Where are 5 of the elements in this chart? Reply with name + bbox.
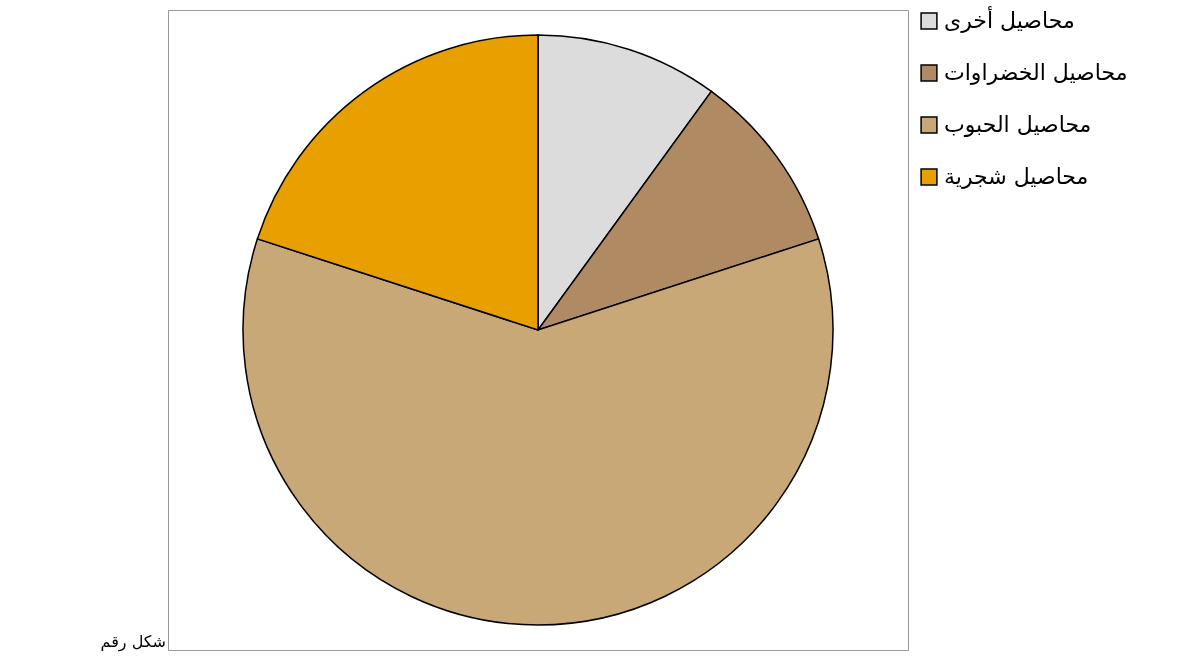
legend-label: محاصيل شجرية [944,164,1089,189]
legend-label: محاصيل أخرى [944,6,1075,33]
legend-label: محاصيل الحبوب [944,112,1092,137]
legend-label: محاصيل الخضراوات [944,60,1128,85]
text: شكل رقم [100,632,166,652]
